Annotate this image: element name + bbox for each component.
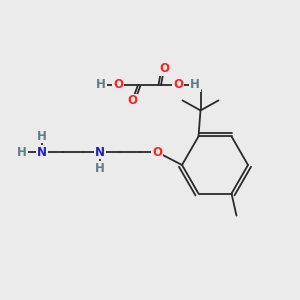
Text: H: H (190, 79, 200, 92)
Text: H: H (95, 161, 105, 175)
Text: O: O (159, 62, 169, 76)
Text: N: N (95, 146, 105, 158)
Text: O: O (113, 79, 123, 92)
Text: O: O (127, 94, 137, 107)
Text: H: H (17, 146, 27, 158)
Text: O: O (152, 146, 162, 158)
Text: N: N (37, 146, 47, 158)
Text: H: H (37, 130, 47, 142)
Text: O: O (173, 79, 183, 92)
Text: H: H (96, 79, 106, 92)
